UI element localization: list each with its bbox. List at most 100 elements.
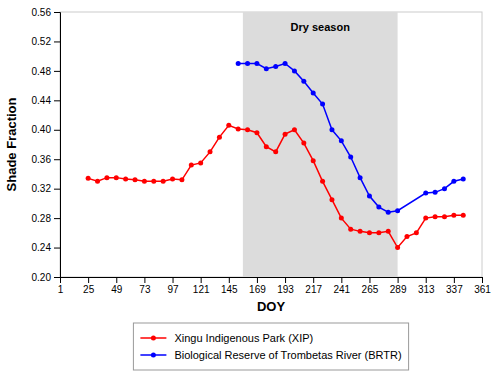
y-tick-label: 0.56 [32,7,52,18]
x-tick: 361 [474,277,491,295]
series-point [264,144,269,149]
series-point [423,216,428,221]
y-tick-label: 0.20 [32,272,52,283]
y-tick: 0.32 [32,183,60,194]
series-point [358,229,363,234]
y-tick-label: 0.32 [32,183,52,194]
y-tick-label: 0.40 [32,124,52,135]
x-tick: 73 [139,277,151,295]
x-tick: 169 [249,277,266,295]
y-tick: 0.40 [32,124,60,135]
y-tick: 0.48 [32,66,60,77]
x-tick-mark [482,277,483,283]
x-tick-label: 217 [305,284,322,295]
y-tick: 0.36 [32,154,60,165]
legend-frame [133,323,408,370]
series-point [311,158,316,163]
x-tick: 241 [333,277,350,295]
series-point [395,245,400,250]
x-tick: 145 [221,277,238,295]
x-tick-mark [369,277,370,283]
series-point [301,141,306,146]
series-point [358,175,363,180]
x-tick-label: 145 [221,284,238,295]
y-tick-mark [54,41,60,42]
series-point [198,160,203,165]
y-tick: 0.28 [32,213,60,224]
x-tick-label: 193 [277,284,294,295]
series-point [264,66,269,71]
series-point [226,123,231,128]
legend-marker [151,353,156,358]
x-tick-mark [88,277,89,283]
series-point [170,177,175,182]
series-point [461,213,466,218]
x-tick-label: 97 [167,284,179,295]
y-tick: 0.24 [32,242,60,253]
x-tick: 217 [305,277,322,295]
series-point [217,135,222,140]
series-point [292,127,297,132]
y-tick-mark [54,100,60,101]
series-line [238,64,463,213]
x-tick-mark [144,277,145,283]
series-point [320,102,325,107]
series-point [433,214,438,219]
series-point [404,234,409,239]
y-tick-mark [54,277,60,278]
series-point [245,61,250,66]
series-point [104,175,109,180]
series-point [395,208,400,213]
y-axis: 0.200.240.280.320.360.400.440.480.520.56 [32,7,61,283]
y-tick-label: 0.24 [32,242,52,253]
series-point [433,190,438,195]
y-tick-label: 0.28 [32,213,52,224]
region-label: Dry season [291,21,351,33]
y-tick-label: 0.52 [32,36,52,47]
x-tick-label: 49 [111,284,123,295]
plot-frame [60,12,482,277]
y-tick-mark [54,130,60,131]
x-tick-label: 337 [446,284,463,295]
series-point [339,138,344,143]
x-tick-label: 241 [333,284,350,295]
series-point [461,177,466,182]
series-point [442,186,447,191]
series-point [236,127,241,132]
x-tick: 313 [418,277,435,295]
series-point [273,149,278,154]
x-axis-line [61,278,483,284]
x-tick-mark [285,277,286,283]
x-tick-mark [341,277,342,283]
x-tick-label: 121 [193,284,210,295]
series-point [423,191,428,196]
x-tick: 337 [446,277,463,295]
series-point [320,179,325,184]
legend-label: Xingu Indigenous Park (XIP) [174,332,313,344]
series-point [348,155,353,160]
x-tick-mark [426,277,427,283]
y-tick-mark [54,12,60,13]
series-point [245,127,250,132]
series-point [311,90,316,95]
series-point [86,176,91,181]
x-tick-label: 313 [418,284,435,295]
x-axis-title: DOY [257,299,286,314]
y-tick: 0.52 [32,36,60,47]
series-point [161,179,166,184]
series-point [329,197,334,202]
series-point [339,216,344,221]
x-tick-mark [173,277,174,283]
series-point [133,177,138,182]
y-tick-label: 0.36 [32,154,52,165]
series-point [367,194,372,199]
series-point [442,214,447,219]
x-tick-label: 25 [83,284,95,295]
x-axis: 1254973971211451691932172412652893133373… [58,277,492,295]
x-tick: 193 [277,277,294,295]
x-tick-label: 1 [58,284,64,295]
x-tick: 289 [390,277,407,295]
series-point [273,64,278,69]
series-point [236,61,241,66]
legend-label: Biological Reserve of Trombetas River (B… [174,349,401,361]
